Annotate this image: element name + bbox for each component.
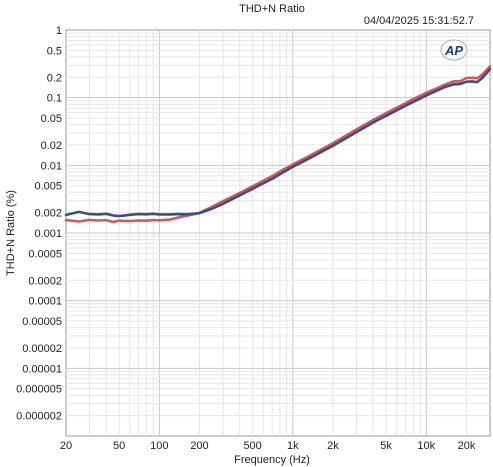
ap-logo: AP [440,39,468,61]
timestamp: 04/04/2025 15:31:52.7 [364,15,474,27]
x-tick-label: 10k [417,440,435,452]
y-tick-label: 0.00002 [22,343,62,355]
y-axis-label: THD+N Ratio (%) [5,190,17,276]
x-tick-label: 1k [287,440,299,452]
x-tick-label: 50 [113,440,125,452]
y-tick-label: 0.0001 [28,296,62,308]
y-tick-label: 0.002 [34,208,62,220]
y-tick-label: 0.2 [47,72,62,84]
chart-title: THD+N Ratio [239,3,305,15]
y-tick-label: 0.005 [34,181,62,193]
y-tick-label: 0.01 [41,160,62,172]
series-lines [64,65,492,224]
x-tick-label: 100 [150,440,168,452]
y-tick-label: 0.0005 [28,248,62,260]
y-tick-label: 0.00005 [22,316,62,328]
x-tick-label: 200 [190,440,208,452]
x-axis-label: Frequency (Hz) [234,454,310,466]
y-tick-label: 0.000005 [16,384,62,396]
x-tick-label: 500 [243,440,261,452]
y-tick-label: 0.00001 [22,363,62,375]
y-tick-label: 0.5 [47,45,62,57]
y-tick-label: 0.1 [47,93,62,105]
grid [66,30,490,436]
y-tick-label: 0.000002 [16,411,62,423]
series-line-1 [64,65,492,224]
x-tick-label: 2k [327,440,339,452]
ap-logo-text: AP [444,43,463,58]
x-tick-label: 5k [380,440,392,452]
x-tick-label: 20k [458,440,476,452]
y-tick-label: 0.05 [41,113,62,125]
series-line-2 [64,67,492,218]
y-tick-label: 0.001 [34,228,62,240]
x-tick-labels: 20 50 100 200 500 1k 2k 5k 10k 20k [60,440,476,452]
y-tick-labels: 1 0.5 0.2 0.1 0.05 0.02 0.01 0.005 0.002 0.001 0.0… [16,25,62,423]
y-tick-label: 1 [56,25,62,37]
y-tick-label: 0.0002 [28,275,62,287]
y-tick-label: 0.02 [41,140,62,152]
x-tick-label: 20 [60,440,72,452]
